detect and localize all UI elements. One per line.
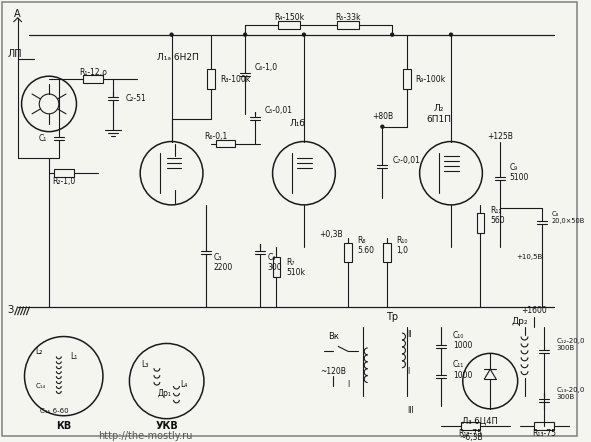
Text: C₁: C₁ xyxy=(39,134,47,143)
Bar xyxy=(461,422,480,430)
Text: Тр: Тр xyxy=(386,312,398,322)
Text: L₃: L₃ xyxy=(141,360,149,369)
Text: I: I xyxy=(347,380,349,389)
Text: C₁₂-20,0
300B: C₁₂-20,0 300B xyxy=(557,338,586,351)
Text: C₄
300: C₄ 300 xyxy=(268,252,282,272)
Text: R₁₂-75: R₁₂-75 xyxy=(459,429,483,438)
Text: А: А xyxy=(14,9,21,19)
Text: L₁: L₁ xyxy=(70,352,77,361)
Text: R₁₀
1,0: R₁₀ 1,0 xyxy=(396,236,408,255)
Bar xyxy=(54,169,73,177)
Text: ~6,3B: ~6,3B xyxy=(459,433,482,442)
Text: C₃
2200: C₃ 2200 xyxy=(214,252,233,272)
Text: R₁₁
560: R₁₁ 560 xyxy=(490,206,505,225)
Bar xyxy=(83,75,103,83)
Text: Дp₁: Дp₁ xyxy=(158,389,171,398)
Text: R₉-100k: R₉-100k xyxy=(415,75,446,84)
Text: II: II xyxy=(407,330,411,339)
Text: ~120B: ~120B xyxy=(320,367,346,376)
Text: Дp₂: Дp₂ xyxy=(511,317,528,326)
Circle shape xyxy=(391,33,394,36)
Bar xyxy=(344,243,352,262)
Text: R₅-33k: R₅-33k xyxy=(335,13,361,22)
Text: C₁₃-20,0
300B: C₁₃-20,0 300B xyxy=(557,388,585,400)
Text: C₆-1,0: C₆-1,0 xyxy=(255,63,278,72)
Bar xyxy=(384,243,391,262)
Text: +80B: +80B xyxy=(372,112,393,121)
Text: C₂-51: C₂-51 xyxy=(125,95,146,103)
Text: http://the-mostly.ru: http://the-mostly.ru xyxy=(98,431,193,441)
Text: C₁₄: C₁₄ xyxy=(36,383,46,389)
Bar xyxy=(476,213,485,232)
Text: C₅-0,01: C₅-0,01 xyxy=(265,107,293,115)
Text: R₁₃-75: R₁₃-75 xyxy=(532,429,556,438)
Bar xyxy=(403,69,411,89)
Text: III: III xyxy=(407,406,414,415)
Text: КВ: КВ xyxy=(56,421,72,431)
Text: R₃-100k: R₃-100k xyxy=(220,75,251,84)
Circle shape xyxy=(381,125,384,128)
Text: R₇
510k: R₇ 510k xyxy=(286,258,306,277)
Text: УКВ: УКВ xyxy=(155,421,178,431)
Text: +125B: +125B xyxy=(487,132,513,141)
Text: R₈
5.60: R₈ 5.60 xyxy=(357,236,374,255)
Bar xyxy=(337,21,359,29)
Text: +10,5B: +10,5B xyxy=(517,254,543,260)
Text: Л₁б: Л₁б xyxy=(289,119,305,128)
Text: L₄: L₄ xyxy=(181,380,188,389)
Text: Л₂
6П1П: Л₂ 6П1П xyxy=(427,104,452,123)
Text: C₉
5100: C₉ 5100 xyxy=(510,163,529,182)
Text: C₁₀
1000: C₁₀ 1000 xyxy=(453,331,472,350)
Text: +1600: +1600 xyxy=(521,306,547,315)
Text: R₄-150k: R₄-150k xyxy=(274,13,304,22)
Text: +0,3B: +0,3B xyxy=(320,230,343,239)
Bar xyxy=(207,69,215,89)
Circle shape xyxy=(170,33,173,36)
Bar xyxy=(216,140,235,148)
Text: C₁₁
1000: C₁₁ 1000 xyxy=(453,361,472,380)
Text: C₈
20,0×50B: C₈ 20,0×50B xyxy=(552,211,585,224)
Text: Л₁ₐ 6Н2П: Л₁ₐ 6Н2П xyxy=(157,53,199,62)
Text: C₁₅ 6-60: C₁₅ 6-60 xyxy=(40,408,68,414)
Text: C₇-0,01: C₇-0,01 xyxy=(392,156,420,165)
Text: Л₃ 6Ц4П: Л₃ 6Ц4П xyxy=(463,416,498,425)
Text: ЛП: ЛП xyxy=(8,50,22,59)
Circle shape xyxy=(303,33,306,36)
Circle shape xyxy=(243,33,246,36)
Text: R₁-12,ρ: R₁-12,ρ xyxy=(79,68,107,77)
Bar xyxy=(272,257,280,277)
Text: Вк: Вк xyxy=(328,332,339,341)
Bar xyxy=(534,422,554,430)
Text: L₂: L₂ xyxy=(35,347,43,356)
Text: I: I xyxy=(407,367,409,376)
Circle shape xyxy=(450,33,453,36)
Text: З: З xyxy=(8,305,14,315)
Bar xyxy=(278,21,300,29)
Text: R₂-1,0: R₂-1,0 xyxy=(52,177,76,186)
Text: R₆-0,1: R₆-0,1 xyxy=(204,132,228,141)
